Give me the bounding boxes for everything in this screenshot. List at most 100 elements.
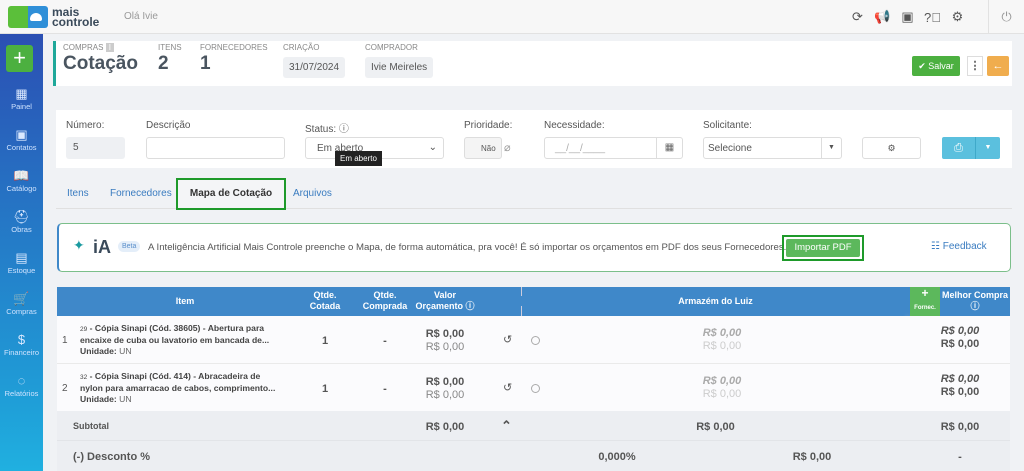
- sidebar-item-financeiro[interactable]: $ Financeiro: [0, 332, 43, 357]
- gift-icon[interactable]: ▣: [901, 9, 914, 24]
- helmet-icon: ⛑: [13, 209, 30, 224]
- boxes-icon: ▤: [15, 250, 28, 265]
- caret-down-icon: ▼: [821, 138, 841, 158]
- descricao-input[interactable]: [146, 137, 285, 159]
- chevron-down-icon: ⌄: [428, 142, 437, 153]
- valor-orcamento: R$ 0,00 R$ 0,00: [425, 328, 465, 353]
- solicitante-select[interactable]: Selecione ▼: [703, 137, 842, 159]
- item-description[interactable]: 29 - Cópia Sinapi (Cód. 38605) - Abertur…: [80, 323, 270, 356]
- numero-label: Número:: [66, 120, 105, 131]
- necessidade-input[interactable]: __/__/____ ▦: [544, 137, 683, 159]
- tab-fornecedores[interactable]: Fornecedores: [110, 188, 172, 199]
- tab-arquivos[interactable]: Arquivos: [293, 188, 332, 199]
- sidebar-item-catálogo[interactable]: 📖 Catálogo: [0, 168, 43, 193]
- select-radio[interactable]: [531, 384, 540, 393]
- melhor-compra: R$ 0,00 R$ 0,00: [940, 325, 980, 350]
- sidebar-item-obras[interactable]: ⛑ Obras: [0, 209, 43, 234]
- help-icon[interactable]: ?⃝: [924, 9, 941, 25]
- info-icon[interactable]: ⓘ: [338, 124, 349, 135]
- table-row: 1 29 - Cópia Sinapi (Cód. 38605) - Abert…: [57, 316, 1010, 364]
- desconto-valor: R$ 0,00: [792, 451, 832, 463]
- quote-table: Item Qtde. Cotada Qtde. Comprada Valor O…: [57, 287, 1010, 471]
- sparkle-icon: ✦: [73, 237, 85, 253]
- page-title: Cotação: [63, 53, 138, 74]
- sidebar-item-label: Contatos: [6, 143, 37, 152]
- gear-icon[interactable]: ⚙: [951, 9, 964, 24]
- row-number: 1: [62, 335, 68, 346]
- valor-orcamento: R$ 0,00 R$ 0,00: [425, 376, 465, 401]
- melhor-compra: R$ 0,00 R$ 0,00: [940, 373, 980, 398]
- history-icon[interactable]: ↺: [503, 334, 513, 346]
- history-icon[interactable]: ↺: [503, 382, 513, 394]
- sidebar-item-contatos[interactable]: ▣ Contatos: [0, 127, 43, 152]
- sidebar-item-label: Painel: [11, 102, 32, 111]
- qtde-comprada: -: [383, 335, 387, 347]
- top-icons: ⟳ 📢 ▣ ?⃝ ⚙ ⏻: [845, 0, 1024, 34]
- form-card: Número: 5 Descrição Status: ⓘ Em aberto ⌄…: [56, 110, 1012, 168]
- subtotal-valor: R$ 0,00: [425, 421, 465, 433]
- subtotal-row: Subtotal R$ 0,00 ⌃ R$ 0,00 R$ 0,00: [57, 411, 1010, 441]
- sidebar-item-estoque[interactable]: ▤ Estoque: [0, 250, 43, 275]
- settings-button[interactable]: ⚙: [862, 137, 921, 159]
- prioridade-label: Prioridade:: [464, 120, 513, 131]
- feedback-icon: ☷: [931, 241, 940, 252]
- row-number: 2: [62, 383, 68, 394]
- comprador-label: COMPRADOR: [365, 43, 418, 52]
- ia-description: A Inteligência Artificial Mais Controle …: [148, 242, 787, 253]
- power-icon[interactable]: ⏻: [988, 0, 1024, 34]
- itens-count: 2: [158, 53, 169, 74]
- feedback-link[interactable]: ☷ Feedback: [931, 241, 987, 252]
- col-cotada: Qtde. Cotada: [307, 290, 343, 312]
- desconto-melhor: -: [958, 451, 962, 463]
- brand: mais controle: [52, 5, 100, 29]
- subtotal-melhor: R$ 0,00: [940, 421, 980, 433]
- col-fornecedor[interactable]: Armazém do Luiz: [521, 296, 910, 306]
- more-options-button[interactable]: ⋮: [967, 56, 983, 76]
- fornecedor-valor[interactable]: R$ 0,00 R$ 0,00: [702, 327, 742, 352]
- section-label: COMPRAS i: [63, 43, 114, 52]
- sidebar-item-compras[interactable]: 🛒 Compras: [0, 291, 43, 316]
- fornecedores-label: FORNECEDORES: [200, 43, 268, 52]
- megaphone-icon[interactable]: 📢: [874, 9, 891, 24]
- fornecedores-count: 1: [200, 53, 211, 74]
- col-item: Item: [57, 296, 313, 306]
- col-valor: Valor Orçamento ⓘ: [415, 290, 475, 312]
- contact-icon: ▣: [15, 127, 28, 142]
- import-pdf-button[interactable]: Importar PDF: [782, 235, 864, 261]
- paperclip-icon: ⌀: [504, 142, 511, 154]
- top-bar: mais controle Olá Ivie ⟳ 📢 ▣ ?⃝ ⚙ ⏻: [0, 0, 1024, 34]
- print-icon[interactable]: ⎙: [942, 137, 976, 159]
- chart-ring-icon: ◌: [17, 373, 26, 388]
- refresh-icon[interactable]: ⟳: [852, 9, 863, 24]
- sidebar-item-relatórios[interactable]: ◌ Relatórios: [0, 373, 43, 398]
- fornecedor-valor[interactable]: R$ 0,00 R$ 0,00: [702, 375, 742, 400]
- necessidade-label: Necessidade:: [544, 120, 605, 131]
- status-label: Status: ⓘ: [305, 124, 349, 135]
- prioridade-toggle[interactable]: Não: [464, 137, 502, 159]
- save-button[interactable]: ✔ Salvar: [912, 56, 960, 76]
- col-comprada: Qtde. Comprada: [355, 290, 415, 312]
- chevron-up-icon[interactable]: ⌃: [501, 418, 512, 433]
- col-melhor: Melhor Compra ⓘ: [940, 287, 1010, 316]
- item-description[interactable]: 32 - Cópia Sinapi (Cód. 414) - Abracadei…: [80, 371, 276, 404]
- select-radio[interactable]: [531, 336, 540, 345]
- ia-logo: iA: [93, 237, 111, 257]
- sidebar-item-label: Compras: [6, 307, 37, 316]
- calendar-icon[interactable]: ▦: [656, 138, 682, 158]
- sidebar-item-painel[interactable]: ▦ Painel: [0, 86, 43, 111]
- tab-mapa-de-cotação[interactable]: Mapa de Cotação: [176, 178, 286, 210]
- caret-down-icon[interactable]: ▼: [984, 144, 992, 151]
- back-button[interactable]: ←: [987, 56, 1009, 76]
- solicitante-label: Solicitante:: [703, 120, 752, 131]
- desconto-pct[interactable]: 0,000%: [598, 451, 636, 463]
- descricao-label: Descrição: [146, 120, 191, 131]
- tab-itens[interactable]: Itens: [67, 188, 89, 199]
- qtde-cotada: 1: [321, 383, 329, 395]
- sidebar-item-label: Estoque: [7, 266, 36, 275]
- desconto-row: (-) Desconto % 0,000% R$ 0,00 -: [57, 441, 1010, 471]
- add-button[interactable]: +: [6, 45, 33, 72]
- add-supplier-button[interactable]: + Fornec.: [910, 287, 940, 316]
- criacao-label: CRIAÇÃO: [283, 43, 320, 52]
- beta-badge: Beta: [118, 241, 141, 252]
- logo[interactable]: mais controle: [8, 6, 99, 28]
